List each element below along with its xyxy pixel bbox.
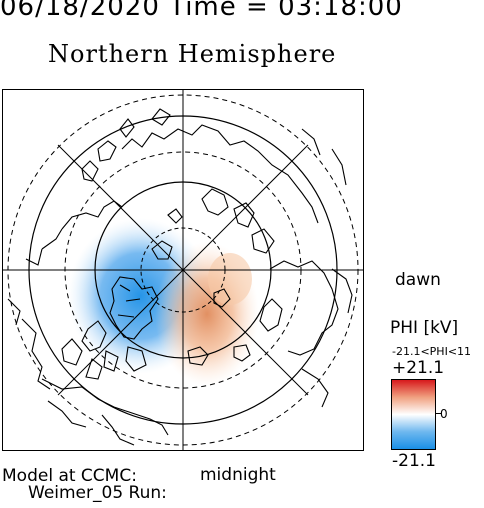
hemisphere-title: Northern Hemisphere — [48, 40, 337, 68]
colorbar — [391, 379, 436, 450]
model-label: Model at CCMC: — [2, 466, 137, 486]
colorbar-title: PHI [kV] — [390, 318, 459, 338]
colorbar-zero-label: 0 — [440, 407, 448, 421]
run-label: Weimer_05 Run: — [28, 483, 167, 503]
datetime-header: 06/18/2020 Time = 03:18:00 — [0, 0, 403, 22]
colorbar-zero-tick — [435, 413, 441, 414]
colorbar-range: -21.1<PHI<11 — [392, 345, 472, 358]
dawn-label: dawn — [395, 270, 441, 290]
coastlines — [7, 108, 353, 446]
colorbar-min-label: -21.1 — [392, 451, 436, 471]
colorbar-max-label: +21.1 — [392, 358, 445, 378]
midnight-label: midnight — [200, 465, 276, 485]
polar-potential-map — [2, 89, 364, 451]
